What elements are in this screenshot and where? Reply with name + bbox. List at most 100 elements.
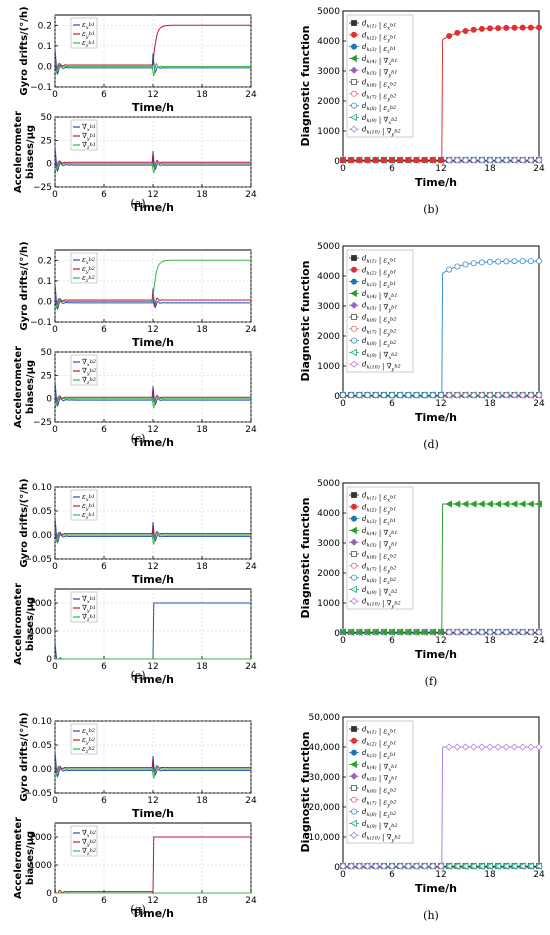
legend-label: dk(5) | ∇yb1 [362, 302, 398, 314]
marker [477, 862, 485, 870]
marker [350, 597, 358, 605]
marker [429, 157, 436, 164]
x-tick-label: 24 [245, 190, 257, 200]
marker [350, 819, 357, 828]
y-tick-label: 0.1 [38, 42, 52, 52]
panel-caption: (e) [130, 669, 145, 682]
marker [350, 348, 357, 357]
x-tick-label: 6 [389, 164, 395, 174]
y-axis-label: Accelerometerbiases/μg [13, 111, 36, 193]
x-tick-label: 12 [435, 399, 446, 409]
marker [478, 259, 485, 266]
marker [486, 628, 494, 636]
marker [469, 862, 477, 870]
marker [350, 54, 357, 63]
marker [350, 102, 357, 109]
legend-label: dk(7) | εyb2 [362, 796, 396, 808]
marker [350, 301, 358, 309]
y-tick-label: 0 [46, 160, 52, 170]
panel-caption: (h) [423, 909, 439, 922]
marker [372, 157, 379, 164]
marker [350, 831, 358, 839]
marker [350, 31, 357, 38]
marker [350, 278, 357, 285]
marker [363, 862, 372, 870]
legend-box [346, 720, 414, 844]
marker [535, 156, 543, 164]
series-line-1 [54, 750, 251, 778]
marker [478, 391, 486, 399]
legend-label: dk(8) | εzb2 [362, 337, 396, 349]
panel-d: 5000 4000 3000 2000 1000 00 6 12 18 24 dk(1) | εxb… [299, 242, 545, 451]
marker [364, 392, 371, 399]
marker [454, 263, 461, 270]
y-tick-label: 0 [46, 889, 52, 899]
y-tick-label: 0 [334, 863, 340, 873]
y-tick-label: 25 [41, 371, 52, 381]
marker [454, 29, 461, 36]
y-tick-label: −0.1 [30, 83, 52, 93]
marker [494, 391, 502, 399]
accelerometer-subplot: 2000 1000 00 6 12 18 24 ∇xb1∇yb1∇zb1 Acceleromet… [13, 583, 257, 686]
x-tick-label: 18 [196, 896, 208, 906]
x-tick-label: 6 [101, 662, 107, 672]
marker [519, 24, 526, 31]
marker [350, 289, 357, 298]
marker [495, 258, 502, 265]
x-tick-label: 12 [147, 325, 158, 335]
marker [413, 157, 420, 164]
y-tick-label: 4000 [317, 37, 340, 47]
marker [339, 157, 346, 164]
series-line-2 [54, 24, 251, 73]
legend-label: ∇xb1 [82, 595, 96, 605]
legend-label: ∇zb1 [82, 141, 96, 151]
legend-label: dk(4) | ∇xb1 [362, 527, 398, 539]
panel-e: 0.100.050.00−0.050 6 12 18 24εxb1εyb1εzb1Gyr… [13, 478, 257, 686]
legend-label: ∇yb1 [82, 132, 96, 142]
legend-label: ∇zb1 [82, 613, 96, 623]
marker [429, 392, 436, 399]
marker [470, 26, 477, 33]
y-tick-label: 3000 [317, 67, 340, 77]
marker [486, 156, 494, 164]
marker [351, 314, 357, 320]
y-tick-label: 50 [41, 348, 53, 358]
legend-label: dk(10) | ∇yb2 [362, 598, 401, 610]
marker [477, 500, 485, 508]
marker [437, 392, 444, 399]
y-tick-label: 1000 [317, 127, 340, 137]
series-line-1 [54, 516, 251, 544]
marker [350, 360, 358, 368]
marker [519, 743, 527, 751]
y-tick-label: 5000 [317, 7, 340, 17]
marker [339, 862, 347, 870]
marker [379, 628, 387, 636]
marker [372, 392, 379, 399]
marker [350, 526, 357, 535]
marker [470, 628, 478, 636]
marker [351, 79, 357, 85]
marker [502, 156, 510, 164]
marker [461, 628, 470, 636]
x-axis-label: Time/h [132, 573, 174, 586]
marker [351, 255, 357, 261]
marker [396, 862, 404, 870]
marker [519, 258, 526, 265]
y-tick-label: 2000 [317, 569, 340, 579]
y-tick-label: −25 [33, 183, 52, 193]
marker [453, 391, 461, 399]
x-tick-label: 6 [101, 325, 107, 335]
y-axis-label: Diagnostic function [299, 732, 312, 853]
legend-label: dk(6) | εxb2 [362, 79, 396, 91]
x-tick-label: 24 [245, 796, 257, 806]
marker [470, 391, 478, 399]
marker [380, 862, 388, 870]
y-tick-label: 50 [41, 113, 53, 123]
x-tick-label: 0 [340, 636, 346, 646]
legend-label: εyb1 [82, 502, 95, 512]
legend-label: εxb2 [82, 256, 95, 266]
legend-label: ∇yb1 [82, 604, 96, 614]
y-tick-label: 40,000 [309, 743, 341, 753]
